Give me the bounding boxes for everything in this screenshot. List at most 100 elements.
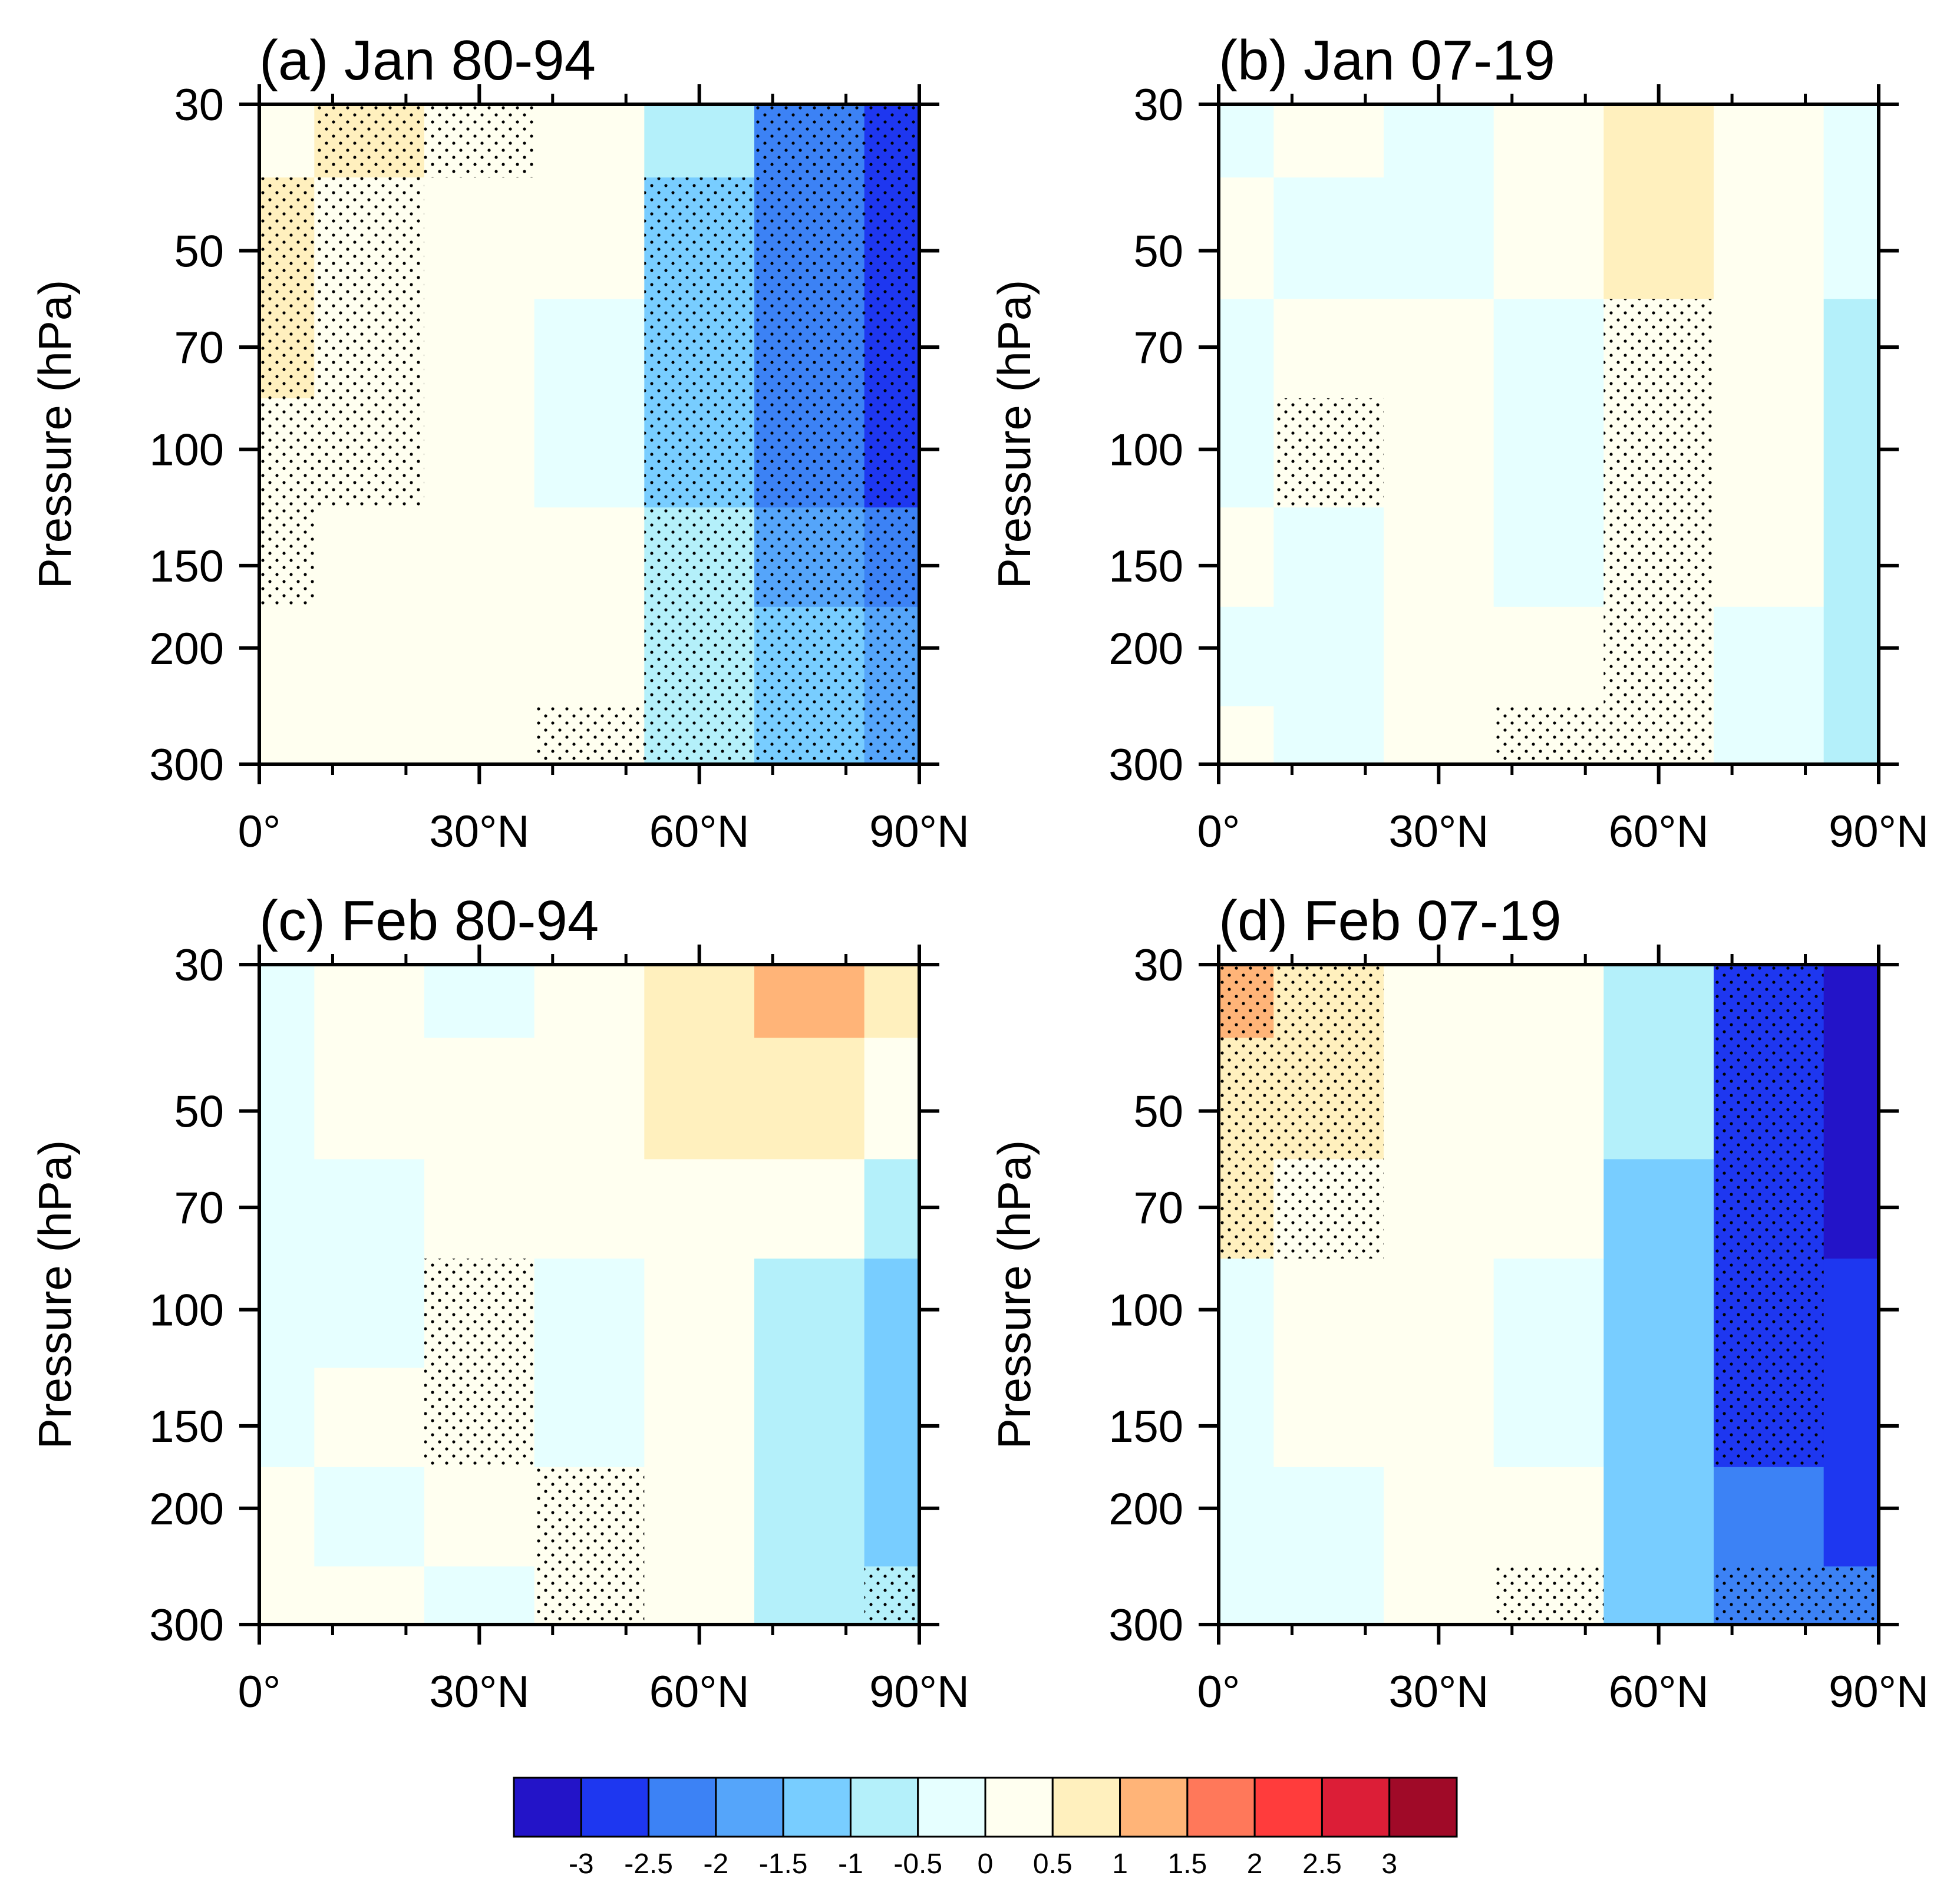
panel-b: (b) Jan 07-19 0° 30°N 60°N 90°N 30 50 70 100 150…: [988, 29, 1929, 857]
significance-stipple: [1219, 965, 1274, 1038]
significance-stipple: [1603, 507, 1714, 607]
significance-stipple: [754, 104, 864, 178]
significance-stipple: [864, 507, 919, 607]
significance-stipple: [644, 299, 754, 398]
colorbar-label: -1.5: [759, 1848, 808, 1880]
plot-frame: [258, 103, 921, 766]
panel-title: (c) Feb 80-94: [259, 889, 599, 952]
heatmap-cell: [1603, 965, 1714, 1038]
y-tick-label: 50: [174, 226, 224, 276]
significance-stipple: [644, 706, 754, 764]
heatmap-cell: [259, 1258, 315, 1368]
heatmap-cell: [754, 1566, 865, 1625]
significance-stipple: [259, 507, 315, 607]
heatmap-cell: [424, 1038, 535, 1160]
colorbar-box: [917, 1777, 986, 1838]
y-tick-label: 200: [1108, 1484, 1183, 1534]
heatmap-cell: [1273, 606, 1384, 707]
panel-title: (a) Jan 80-94: [259, 29, 596, 92]
heatmap-cell: [644, 1038, 755, 1160]
colorbar-label: -2: [704, 1848, 729, 1880]
significance-stipple: [534, 1566, 645, 1625]
significance-stipple: [864, 706, 919, 764]
heatmap-cell: [314, 507, 425, 608]
heatmap-cell: [864, 1368, 920, 1468]
y-tick-label: 50: [1133, 226, 1183, 276]
heatmap-cell: [259, 1566, 315, 1625]
x-tick-label: 60°N: [649, 1667, 750, 1717]
heatmap-cell: [1714, 706, 1824, 765]
y-tick-label: 300: [1108, 740, 1183, 790]
x-tick-label: 30°N: [429, 807, 529, 857]
heatmap-cell: [1219, 398, 1274, 508]
heatmap-cell: [1273, 299, 1384, 399]
x-tick-label: 30°N: [429, 1667, 529, 1717]
significance-stipple: [1714, 1038, 1824, 1160]
y-tick-label: 70: [174, 323, 224, 373]
heatmap-cell: [754, 1159, 865, 1259]
significance-stipple: [754, 706, 864, 764]
significance-stipple: [424, 104, 534, 178]
heatmap-cell: [1603, 104, 1714, 178]
heatmap-cell: [424, 398, 535, 508]
heatmap-cell: [424, 706, 535, 765]
heatmap-cell: [1823, 1368, 1879, 1468]
heatmap-cell: [314, 1038, 425, 1160]
heatmap-cell: [644, 1159, 755, 1259]
heatmap-cell: [259, 706, 315, 765]
heatmap-cell: [864, 1258, 920, 1368]
significance-stipple: [864, 1566, 919, 1625]
y-tick-label: 30: [1133, 940, 1183, 991]
heatmap-cell: [1384, 104, 1494, 178]
x-tick-label: 90°N: [869, 1667, 969, 1717]
heatmap-cell: [644, 965, 755, 1038]
y-tick-label: 50: [1133, 1087, 1183, 1137]
significance-stipple: [864, 606, 919, 707]
heatmap-cell: [1384, 507, 1494, 608]
colorbar-label: -0.5: [893, 1848, 942, 1880]
significance-stipple: [1273, 1038, 1384, 1160]
heatmap-cell: [1493, 965, 1604, 1038]
colorbar-label: -1: [838, 1848, 863, 1880]
heatmap-cell: [1823, 299, 1879, 399]
heatmap-cell: [1603, 177, 1714, 299]
heatmap-cell: [1384, 1566, 1494, 1625]
heatmap-cell: [424, 1467, 535, 1567]
significance-stipple: [1219, 1038, 1274, 1160]
colorbar-label: 3: [1381, 1848, 1397, 1880]
heatmap-cell: [314, 965, 425, 1038]
heatmap-cell: [1493, 398, 1604, 508]
significance-stipple: [754, 177, 864, 299]
significance-stipple: [864, 177, 919, 299]
x-tick-label: 60°N: [1609, 807, 1709, 857]
colorbar-box: [513, 1777, 582, 1838]
significance-stipple: [864, 299, 919, 398]
heatmap-cell: [424, 965, 535, 1038]
panel-title: (d) Feb 07-19: [1219, 889, 1562, 952]
heatmap-cell: [1384, 1368, 1494, 1468]
heatmap-cell: [534, 1038, 645, 1160]
significance-stipple: [644, 507, 754, 607]
heatmap-cell: [259, 965, 315, 1038]
heatmap-cell: [1384, 299, 1494, 399]
panel-c: (c) Feb 80-94 0° 30°N 60°N 90°N 30 50 70 100 150…: [29, 889, 969, 1717]
heatmap-cell: [1493, 1159, 1604, 1259]
y-tick-label: 70: [1133, 1183, 1183, 1233]
heatmap-cell: [1823, 104, 1879, 178]
heatmap-cell: [1384, 177, 1494, 299]
y-axis-label: Pressure (hPa): [29, 280, 81, 589]
significance-stipple: [644, 398, 754, 508]
heatmap-cell: [1823, 965, 1879, 1038]
heatmap-cell: [259, 104, 315, 178]
significance-stipple: [1714, 965, 1824, 1038]
significance-stipple: [754, 507, 864, 607]
y-tick-label: 150: [1108, 1402, 1183, 1452]
heatmap-cell: [424, 1159, 535, 1259]
significance-stipple: [1603, 299, 1714, 398]
y-tick-label: 100: [1108, 1286, 1183, 1336]
significance-stipple: [259, 177, 315, 299]
heatmap-cell: [644, 1258, 755, 1368]
significance-stipple: [644, 606, 754, 707]
heatmap-cell: [754, 1467, 865, 1567]
heatmap-cell: [534, 398, 645, 508]
